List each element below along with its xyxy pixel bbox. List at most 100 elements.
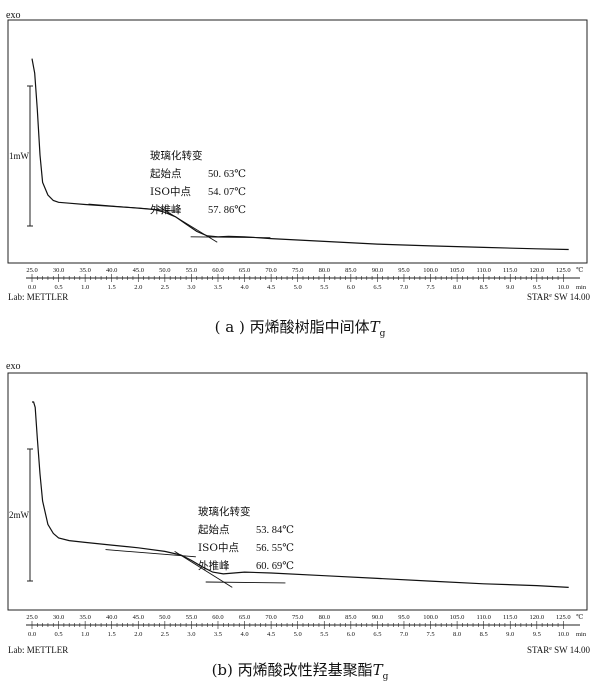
baseline-tangent-after [190, 236, 271, 239]
time-tick-label: 9.5 [533, 284, 541, 291]
time-tick-label: 1.0 [81, 631, 89, 638]
temp-tick-label: 85.0 [345, 614, 356, 621]
dsc-curve [31, 58, 569, 251]
temp-tick-label: 90.0 [372, 267, 383, 274]
time-tick-label: 5.5 [320, 284, 328, 291]
exo-label: exo [6, 10, 20, 21]
time-tick-label: 7.5 [426, 631, 434, 638]
temp-tick-label: 75.0 [292, 267, 303, 274]
temp-tick-label: 95.0 [398, 614, 409, 621]
footer-lab: Lab: METTLER [8, 645, 68, 655]
time-tick-label: 3.0 [187, 631, 195, 638]
temp-tick-label: 40.0 [106, 614, 117, 621]
temp-tick-label: 50.0 [159, 267, 170, 274]
time-tick-label: 2.0 [134, 284, 142, 291]
caption-text: (b) 丙烯酸改性羟基聚酯 [212, 661, 373, 679]
annotation-row-value: 57. 86℃ [208, 205, 246, 216]
time-tick-label: 3.0 [187, 284, 195, 291]
footer-star: STAR [527, 292, 549, 302]
temp-tick-label: 60.0 [212, 614, 223, 621]
dsc-panel-a [7, 19, 588, 282]
footer-software: STARe SW 14.00 [527, 645, 591, 655]
temp-tick-label: 55.0 [186, 614, 197, 621]
footer-software: STARe SW 14.00 [527, 292, 591, 302]
temp-tick-label: 70.0 [265, 267, 276, 274]
footer-star: STAR [527, 645, 549, 655]
temp-tick-label: 30.0 [53, 267, 64, 274]
footer-star-sup: e [549, 293, 552, 299]
annotation-title: 玻璃化转变 [198, 505, 251, 518]
plot-frame [7, 19, 588, 264]
annotation-row-label: ISO中点 [150, 185, 191, 198]
exo-label: exo [6, 361, 20, 372]
temp-tick-label: 35.0 [79, 267, 90, 274]
temp-tick-label: 40.0 [106, 267, 117, 274]
time-tick-label: 0.5 [55, 284, 63, 291]
time-tick-label: 9.0 [506, 631, 514, 638]
dsc-curve [32, 401, 569, 588]
time-tick-label: 4.5 [267, 631, 275, 638]
temp-tick-label: 110.0 [476, 614, 490, 621]
time-tick-label: 1.5 [108, 631, 116, 638]
caption-symbol: T [373, 661, 384, 679]
time-tick-label: 8.5 [480, 284, 488, 291]
temp-tick-label: 125.0 [556, 614, 571, 621]
temp-tick-label: 30.0 [53, 614, 64, 621]
temp-tick-label: 55.0 [186, 267, 197, 274]
time-tick-label: 0.0 [28, 631, 36, 638]
time-tick-label: 5.0 [294, 284, 302, 291]
temp-tick-label: 80.0 [319, 267, 330, 274]
temp-tick-label: 120.0 [529, 267, 544, 274]
caption-text: ( a ) 丙烯酸树脂中间体 [215, 318, 370, 336]
footer-lab: Lab: METTLER [8, 292, 68, 302]
time-tick-label: 6.0 [347, 284, 355, 291]
time-tick-label: 5.0 [294, 631, 302, 638]
annotation-row-value: 53. 84℃ [256, 525, 294, 536]
time-tick-label: 8.0 [453, 631, 461, 638]
baseline-tangent-after [205, 581, 286, 584]
time-tick-label: 1.0 [81, 284, 89, 291]
time-tick-label: 3.5 [214, 284, 222, 291]
temp-unit: ℃ [576, 613, 583, 621]
figure-caption: (b) 丙烯酸改性羟基聚酯Tg [212, 661, 389, 682]
time-tick-label: 10.0 [558, 631, 569, 638]
temp-tick-label: 65.0 [239, 614, 250, 621]
temp-tick-label: 105.0 [450, 614, 465, 621]
time-tick-label: 2.5 [161, 631, 169, 638]
temp-tick-label: 60.0 [212, 267, 223, 274]
temp-tick-label: 75.0 [292, 614, 303, 621]
temp-tick-label: 100.0 [423, 614, 438, 621]
inflection-tangent [174, 551, 233, 588]
dsc-panel-b [7, 372, 588, 629]
footer-sw-version: SW 14.00 [552, 292, 591, 302]
time-tick-label: 5.5 [320, 631, 328, 638]
caption-subscript: g [380, 329, 386, 339]
temp-tick-label: 45.0 [133, 267, 144, 274]
inflection-tangent [157, 205, 218, 243]
temp-tick-label: 70.0 [265, 614, 276, 621]
time-tick-label: 6.5 [373, 631, 381, 638]
time-tick-label: 10.0 [558, 284, 569, 291]
annotation-row-label: 起始点 [150, 167, 182, 180]
plot-frame [7, 372, 588, 611]
temp-tick-label: 25.0 [26, 267, 37, 274]
scale-label: 1mW [9, 151, 30, 161]
time-tick-label: 6.5 [373, 284, 381, 291]
temp-tick-label: 95.0 [398, 267, 409, 274]
footer-star-sup: e [549, 646, 552, 652]
temp-tick-label: 50.0 [159, 614, 170, 621]
time-tick-label: 0.0 [28, 284, 36, 291]
temp-tick-label: 45.0 [133, 614, 144, 621]
time-tick-label: 6.0 [347, 631, 355, 638]
time-tick-label: 0.5 [55, 631, 63, 638]
temp-tick-label: 120.0 [529, 614, 544, 621]
time-tick-label: 1.5 [108, 284, 116, 291]
temp-tick-label: 35.0 [79, 614, 90, 621]
annotation-title: 玻璃化转变 [150, 149, 203, 162]
time-tick-label: 8.0 [453, 284, 461, 291]
time-tick-label: 7.0 [400, 284, 408, 291]
caption-symbol: T [370, 318, 381, 336]
annotation-row-label: 外推峰 [150, 203, 182, 216]
time-unit: min [576, 284, 587, 291]
